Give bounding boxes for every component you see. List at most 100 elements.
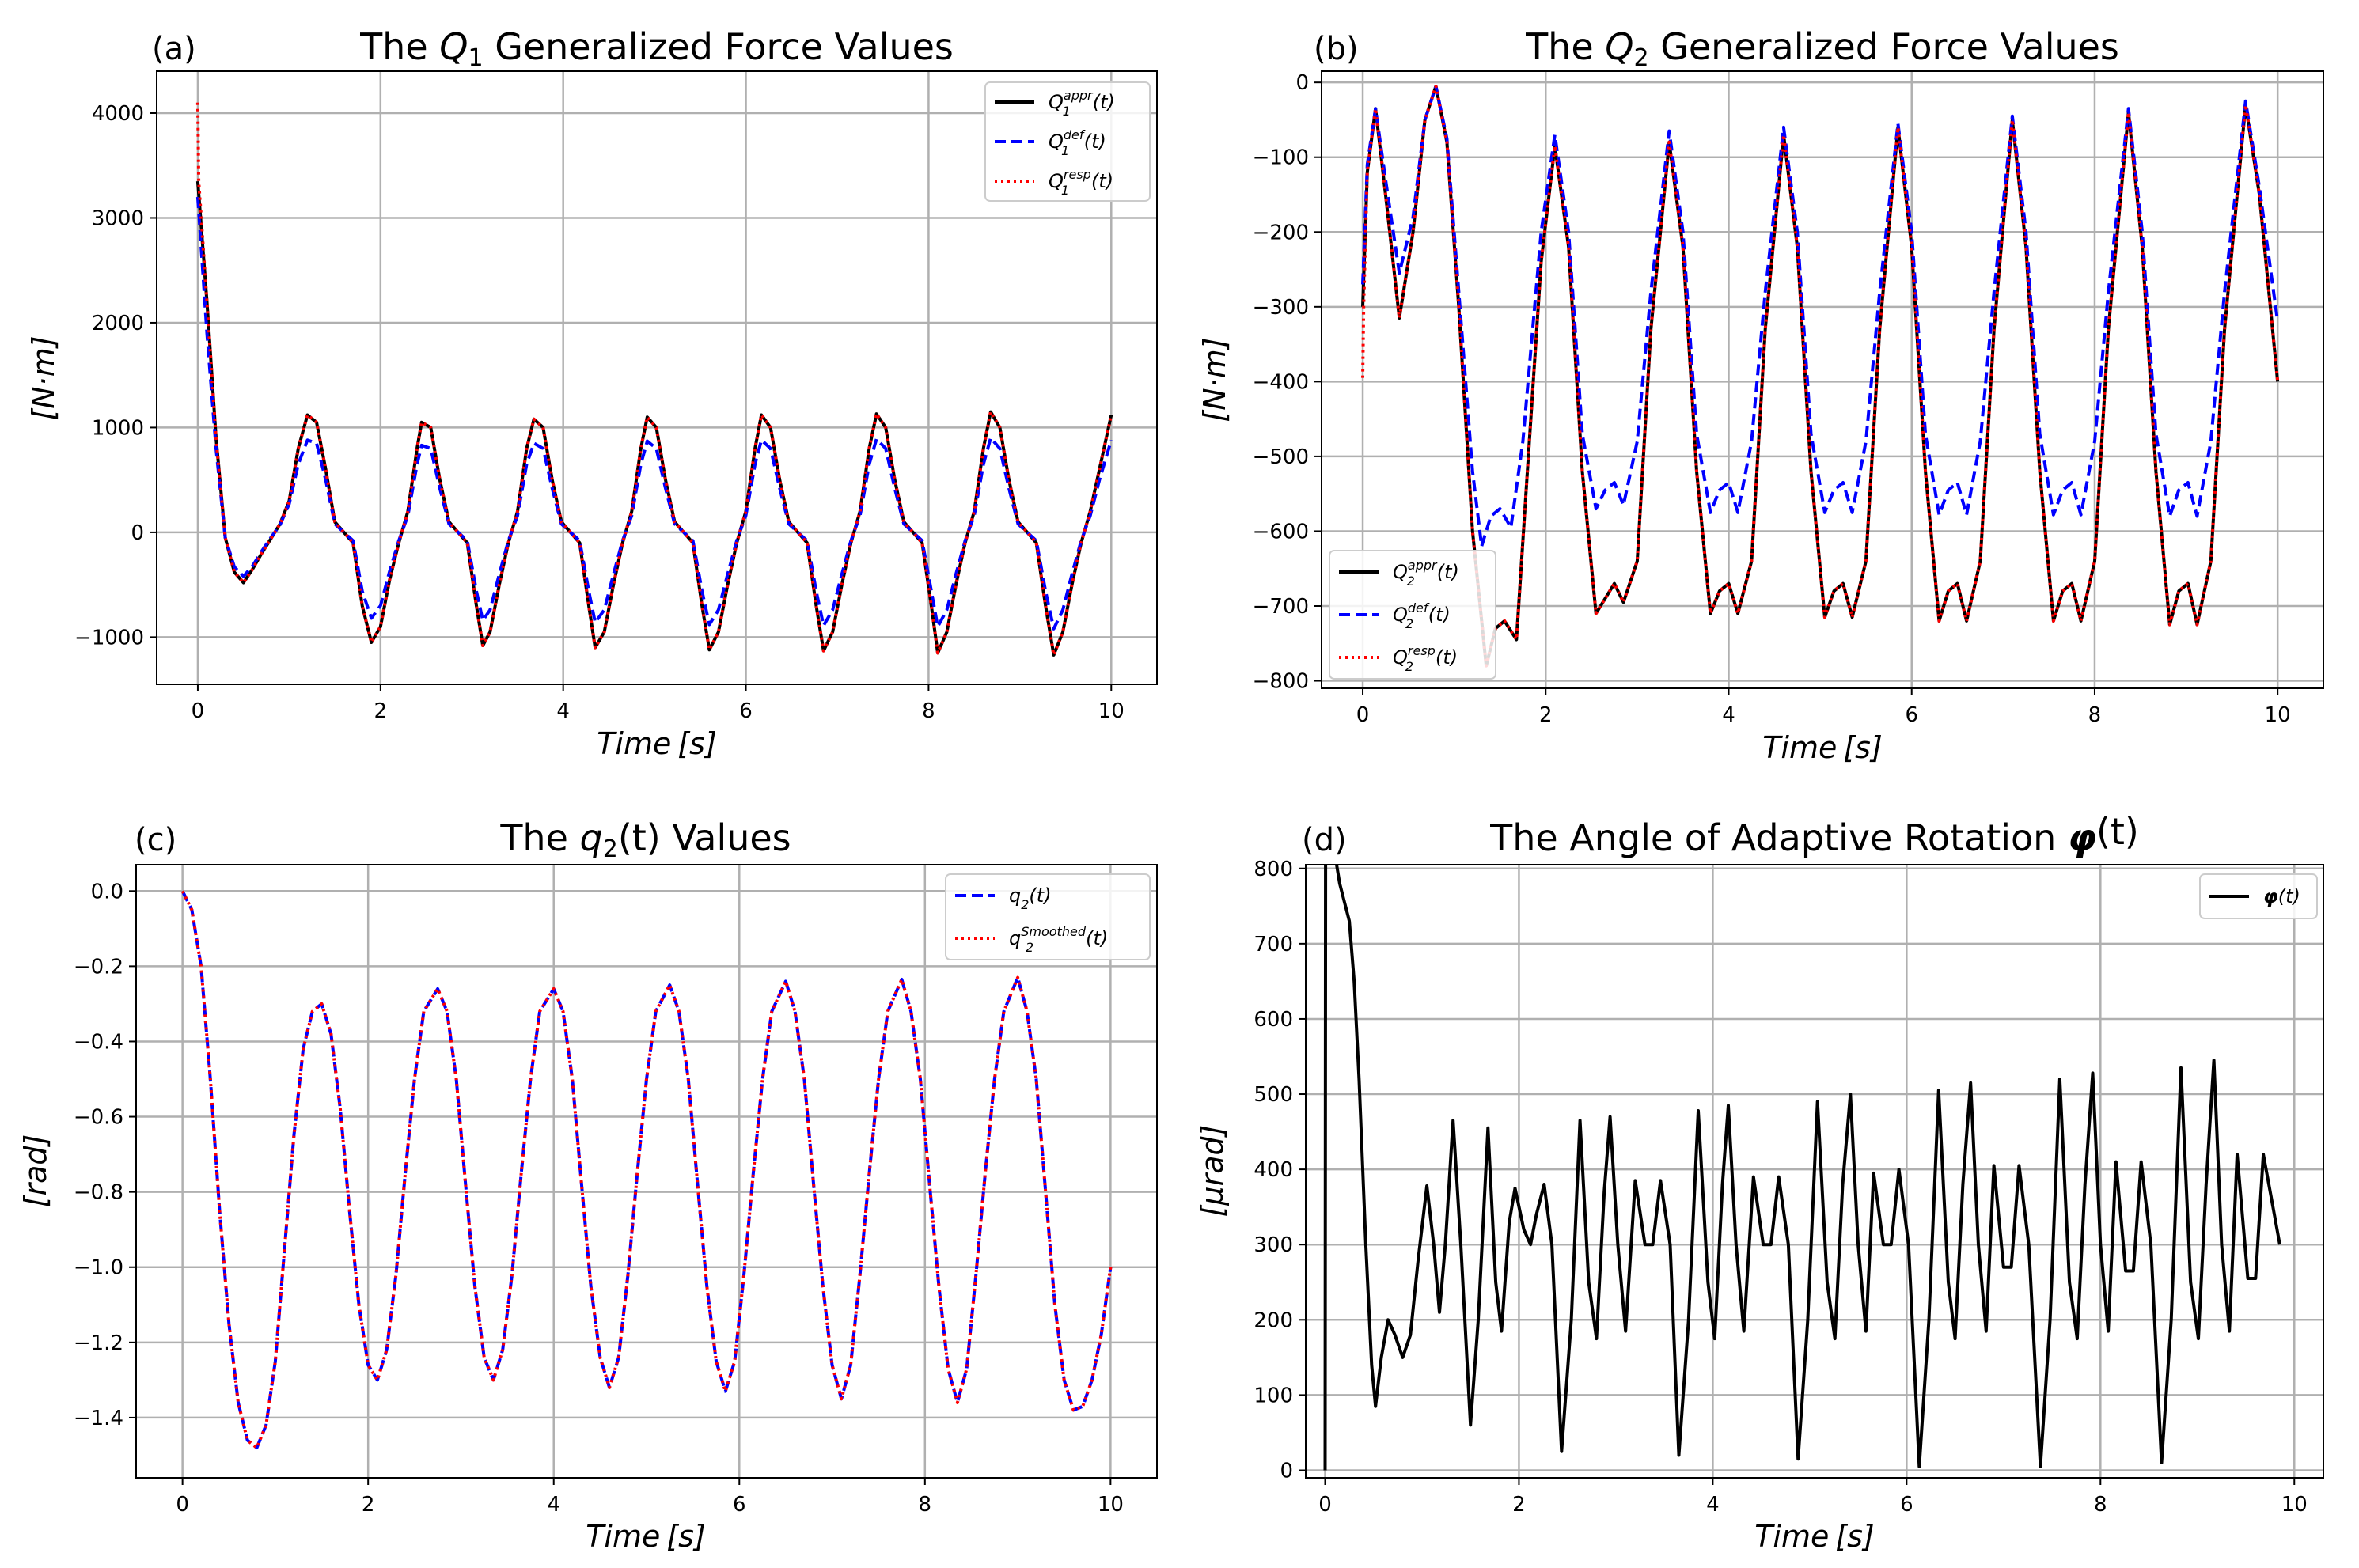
legend-box: [1329, 550, 1496, 680]
x-tick-label: 10: [1098, 1493, 1124, 1517]
y-tick-label: 400: [1253, 1158, 1293, 1182]
legend-label: Qdef 1 (t): [1049, 127, 1106, 158]
panel-b-title: The Q2 Generalized Force Values: [1525, 25, 2119, 72]
panel-a-xlabel: Time [s]: [597, 726, 717, 761]
y-tick-label: 200: [1253, 1309, 1293, 1332]
panel-d-frame: [1305, 864, 2324, 1479]
panel-a-label: (a): [152, 31, 196, 67]
y-tick-label: −600: [1253, 520, 1309, 543]
series-line-def: [1361, 84, 2280, 548]
x-tick-label: 10: [2281, 1493, 2308, 1517]
legend-box: [945, 873, 1151, 960]
panel-d-legend: φ(t): [2199, 873, 2318, 919]
panel-a-legend: Qappr 1 (t) Qdef 1 (t) Qresp 1 (t): [984, 81, 1151, 202]
panel-a-series: [195, 102, 1113, 657]
panel-c-title: The q2(t) Values: [499, 816, 791, 863]
x-tick-label: 2: [1539, 703, 1553, 727]
panel-b-grid: [1322, 71, 2323, 688]
panel-b-chart: 0 2 4 6 8 10 −800 −700 −600 −500 −400 −300 −200 −100…: [1197, 25, 2324, 765]
panel-c-xticks: 0 2 4 6 8 10: [176, 1478, 1124, 1517]
panel-d-title: The Angle of Adaptive Rotation φ(t): [1489, 810, 2139, 859]
x-tick-label: 10: [2265, 703, 2291, 727]
panel-b-legend: Qappr 2 (t) Qdef 2 (t) Qresp 2 (t): [1329, 550, 1496, 680]
y-tick-label: 500: [1253, 1083, 1293, 1107]
y-tick-label: 2000: [92, 312, 144, 335]
legend-label: Qresp 2 (t): [1393, 643, 1458, 674]
series-line-resp: [1361, 84, 2280, 668]
panel-b-series: [1361, 84, 2280, 668]
y-tick-label: 100: [1253, 1384, 1293, 1407]
y-tick-label: 3000: [92, 206, 144, 230]
panel-b-xticks: 0 2 4 6 8 10: [1356, 688, 2291, 727]
y-tick-label: 700: [1253, 933, 1293, 956]
y-tick-label: −1.0: [74, 1256, 123, 1280]
panel-d-chart: 0 2 4 6 8 10 0 100 200 300 400 500 600 700 800 (d) Th…: [1195, 810, 2324, 1554]
panel-d-ylabel: [μrad]: [1195, 1125, 1230, 1218]
x-tick-label: 8: [919, 1493, 932, 1517]
y-tick-label: −0.4: [74, 1030, 123, 1054]
y-tick-label: −1.4: [74, 1407, 123, 1430]
panel-b-yticks: −800 −700 −600 −500 −400 −300 −200 −100 0: [1253, 71, 1322, 694]
series-line-appr: [195, 180, 1113, 657]
panel-a-ylabel: [N·m]: [26, 335, 61, 420]
x-tick-label: 2: [362, 1493, 375, 1517]
x-tick-label: 2: [1512, 1493, 1526, 1517]
series-line-def: [195, 196, 1113, 631]
panel-c-ylabel: [rad]: [18, 1134, 53, 1208]
panel-c-grid: [136, 865, 1157, 1478]
panel-d-xticks: 0 2 4 6 8 10: [1318, 1478, 2308, 1517]
legend-label: q2(t): [1009, 884, 1052, 912]
x-tick-label: 6: [733, 1493, 746, 1517]
y-tick-label: −800: [1253, 670, 1309, 694]
y-tick-label: 300: [1253, 1233, 1293, 1257]
panel-b-ylabel: [N·m]: [1197, 337, 1232, 422]
y-tick-label: −300: [1253, 296, 1309, 320]
series-line-q2-smoothed: [180, 890, 1113, 1449]
x-tick-label: 0: [1318, 1493, 1332, 1517]
legend-label: φ(t): [2263, 885, 2300, 907]
legend-box: [984, 81, 1151, 202]
panel-c-yticks: −1.4 −1.2 −1.0 −0.8 −0.6 −0.4 −0.2 0.0: [74, 880, 136, 1430]
legend-label: Qresp 1 (t): [1049, 167, 1113, 198]
x-tick-label: 10: [1098, 699, 1125, 723]
panel-c-chart: 0 2 4 6 8 10 −1.4−1.2−1.0−0.8−0.6−0.4−0.20.0 …: [18, 816, 1158, 1554]
legend-label: Qdef 2 (t): [1393, 600, 1451, 631]
legend-label: Qappr 2 (t): [1393, 558, 1459, 589]
y-tick-label: −0.8: [74, 1181, 123, 1205]
panel-b-xlabel: Time [s]: [1762, 730, 1883, 765]
x-tick-label: 4: [1722, 703, 1735, 727]
panel-c-frame: [135, 864, 1158, 1479]
y-tick-label: −0.2: [74, 955, 123, 979]
y-tick-label: −500: [1253, 445, 1309, 469]
panel-c-legend: q2(t) qSmoothed 2 (t): [945, 873, 1151, 960]
y-tick-label: −0.6: [74, 1106, 123, 1130]
x-tick-label: 8: [922, 699, 935, 723]
y-tick-label: 0.0: [91, 880, 123, 903]
panel-a-xticks: 0 2 4 6 8 10: [192, 684, 1125, 723]
x-tick-label: 0: [176, 1493, 189, 1517]
y-tick-label: −1.2: [74, 1331, 123, 1355]
panel-c-series: [180, 890, 1113, 1449]
series-line-resp: [195, 102, 1113, 657]
y-tick-label: 0: [131, 521, 144, 545]
y-tick-label: −400: [1253, 370, 1309, 394]
y-tick-label: −200: [1253, 221, 1309, 244]
panel-a-title: The Q1 Generalized Force Values: [359, 25, 954, 72]
y-tick-label: 1000: [92, 416, 144, 440]
x-tick-label: 8: [2094, 1493, 2107, 1517]
x-tick-label: 0: [1356, 703, 1370, 727]
panel-b-frame: [1321, 70, 2324, 689]
x-tick-label: 6: [1905, 703, 1918, 727]
y-tick-label: 800: [1253, 858, 1293, 881]
y-tick-label: 4000: [92, 102, 144, 126]
panel-c-xlabel: Time [s]: [586, 1519, 706, 1554]
panel-a-chart: 0 2 4 6 8 10 −1000 0 1000 2000 3000 4000 (a) The Q…: [26, 25, 1158, 761]
panel-d-xlabel: Time [s]: [1754, 1519, 1875, 1554]
y-tick-label: 0: [1295, 71, 1309, 95]
y-tick-label: −1000: [74, 626, 144, 650]
x-tick-label: 6: [1900, 1493, 1913, 1517]
x-tick-label: 2: [374, 699, 388, 723]
legend-label: Qappr 1 (t): [1049, 88, 1115, 119]
panel-b-label: (b): [1314, 31, 1359, 67]
panel-a-yticks: −1000 0 1000 2000 3000 4000: [74, 102, 157, 650]
